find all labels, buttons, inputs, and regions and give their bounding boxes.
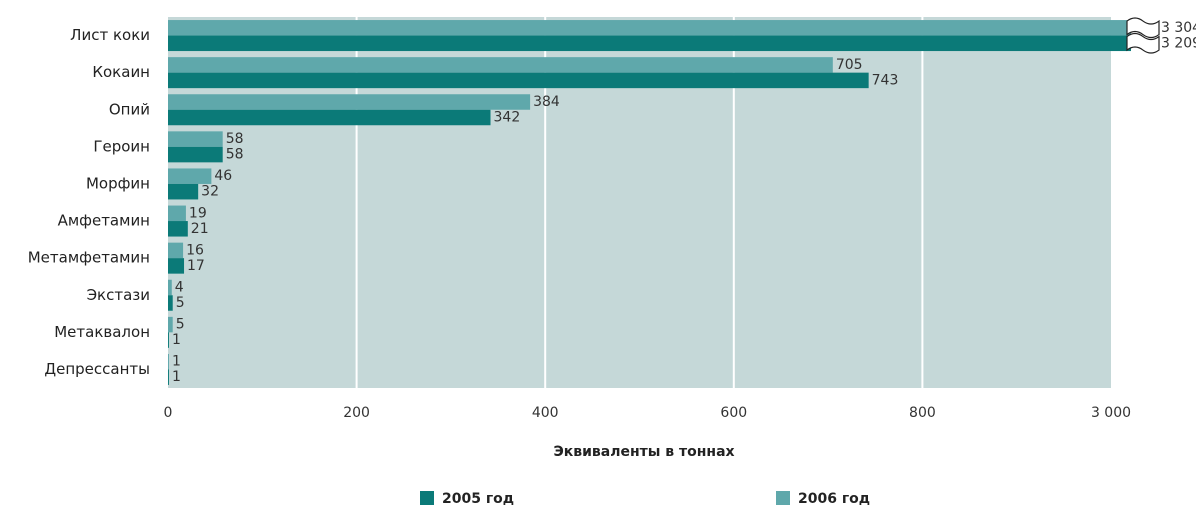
bar: [168, 183, 199, 200]
y-tick-label: Кокаин: [92, 63, 150, 81]
value-label: 5: [176, 317, 185, 333]
y-tick-label: Метамфетамин: [28, 249, 150, 267]
y-tick-label: Амфетамин: [58, 212, 150, 230]
legend-label: 2005 год: [442, 491, 514, 507]
bar: [168, 295, 173, 311]
value-label: 17: [187, 258, 205, 274]
value-label: 3 209: [1161, 35, 1196, 51]
value-label: 705: [836, 57, 863, 73]
x-tick-label: 400: [532, 405, 559, 421]
value-label: 16: [186, 242, 204, 258]
value-label: 1: [172, 354, 181, 370]
value-label: 5: [176, 295, 185, 311]
value-label: 58: [226, 147, 244, 163]
bar: [168, 316, 173, 333]
value-label: 46: [214, 168, 232, 184]
bar: [168, 35, 1131, 52]
value-label: 384: [533, 94, 560, 110]
value-label: 32: [201, 184, 219, 200]
bar: [168, 94, 531, 110]
x-tick-label: 600: [720, 405, 747, 421]
value-label: 3 304: [1161, 20, 1196, 36]
bar: [168, 221, 188, 237]
value-label: 1: [172, 369, 181, 385]
x-tick-label: 800: [909, 405, 936, 421]
value-label: 21: [191, 221, 209, 237]
axis-break-marker: [1126, 32, 1160, 54]
bar: [168, 242, 184, 259]
bar: [168, 20, 1131, 36]
legend-swatch: [776, 491, 790, 505]
bar: [168, 279, 172, 296]
y-tick-label: Героин: [93, 137, 150, 155]
bar: [168, 72, 869, 89]
y-tick-label: Лист коки: [70, 26, 150, 44]
x-tick-label: 0: [164, 405, 173, 421]
x-tick-label: 3 000: [1091, 405, 1131, 421]
legend-label: 2006 год: [798, 491, 870, 507]
value-label: 743: [872, 72, 899, 88]
x-tick-label: 200: [343, 405, 370, 421]
bar: [168, 57, 833, 73]
bar: [168, 168, 212, 184]
value-label: 4: [175, 280, 184, 296]
y-tick-label: Морфин: [86, 174, 150, 192]
bar: [168, 146, 223, 163]
y-tick-label: Метаквалон: [54, 323, 150, 341]
bar: [168, 258, 185, 274]
axis-break-marker: [1126, 17, 1160, 39]
bar: [168, 205, 186, 222]
value-label: 342: [494, 110, 521, 126]
y-tick-label: Депрессанты: [44, 360, 150, 378]
x-axis-title: Эквиваленты в тоннах: [553, 444, 734, 460]
bar: [168, 332, 169, 348]
bar: [168, 369, 169, 385]
bar: [168, 353, 169, 370]
value-label: 58: [226, 131, 244, 147]
value-label: 19: [189, 205, 207, 221]
legend-swatch: [420, 491, 434, 505]
bar: [168, 131, 223, 147]
y-tick-label: Опий: [109, 100, 150, 118]
value-label: 1: [172, 332, 181, 348]
y-tick-label: Экстази: [87, 286, 150, 304]
bar: [168, 109, 491, 126]
